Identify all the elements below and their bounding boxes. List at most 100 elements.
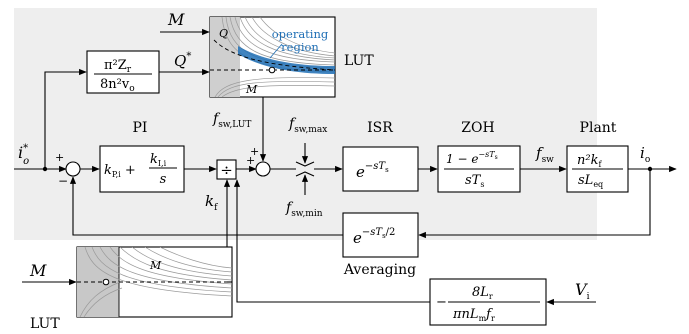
input-vi-sub: i — [587, 292, 590, 302]
averaging-expr: e — [353, 229, 362, 247]
plant-num-sub: f — [598, 160, 602, 169]
signal-fsw-sub: sw — [542, 155, 555, 165]
input-io-star: i — [18, 143, 23, 162]
rate-limiter-symbol — [295, 161, 315, 177]
gain-q-num-sub: r — [127, 65, 132, 75]
gain-kf-den: πnL — [452, 307, 479, 322]
plant-num: n²k — [577, 153, 599, 168]
pi-kp-sub: P,i — [112, 170, 121, 179]
gain-q-num: π²Z — [104, 58, 127, 73]
svg-text:kP,i +: kP,i + — [104, 163, 136, 179]
summer-2-plus-top: + — [250, 145, 259, 158]
signal-fsw-min: f — [285, 200, 294, 216]
svg-text:8Lr: 8Lr — [472, 285, 493, 301]
svg-text:kf: kf — [205, 192, 218, 213]
signal-io: i — [640, 144, 645, 162]
zoh-num-sup-sub: s — [495, 154, 498, 161]
lut-top-title: LUT — [344, 53, 374, 69]
summer-1-minus: − — [58, 174, 68, 188]
zoh-den: sT — [465, 173, 482, 188]
svg-text:Q*: Q* — [174, 51, 191, 70]
lut-top-region-label-2: region — [281, 40, 319, 54]
isr-expr-sup: −sT — [365, 161, 387, 172]
gain-kf-den-sub2: r — [491, 314, 495, 323]
svg-text:fsw,min: fsw,min — [285, 200, 323, 219]
gain-q-den-sub: o — [129, 84, 134, 94]
svg-text:e−sTs/2: e−sTs/2 — [353, 227, 395, 247]
divider-symbol: ÷ — [220, 161, 233, 179]
svg-text:kI,i: kI,i — [150, 152, 167, 168]
pi-den: s — [160, 172, 167, 187]
isr-title: ISR — [367, 120, 393, 136]
svg-text:πnLmfr: πnLmfr — [452, 307, 495, 323]
svg-text:i*o: i* o — [18, 143, 29, 167]
plant-block: Plant n²kf sLeq — [566, 120, 629, 193]
signal-fsw-max: f — [288, 116, 297, 132]
pi-ki-sub: I,i — [158, 159, 167, 168]
zoh-num-sup: −sT — [478, 150, 495, 159]
signal-q-star: Q — [174, 52, 186, 70]
signal-fsw-min-sub: sw,min — [291, 209, 323, 219]
pi-title: PI — [133, 120, 148, 136]
gain-kf-block: − 8Lr πnLmfr — [429, 278, 547, 326]
zoh-block: ZOH 1 − e−sTs sTs — [437, 120, 521, 193]
svg-text:fsw,max: fsw,max — [288, 116, 327, 135]
input-io-star-sup: * — [23, 143, 28, 154]
lut-top-m-label: M — [245, 83, 258, 96]
lut-bottom: M LUT — [30, 246, 233, 332]
divider-block: ÷ — [216, 159, 237, 180]
svg-text:1 − e−sTs: 1 − e−sTs — [446, 150, 498, 166]
signal-io-sub: o — [645, 155, 650, 165]
isr-block: ISR e−sTs — [342, 120, 419, 192]
signal-fsw-max-sub: sw,max — [294, 125, 327, 135]
gain-kf-num-sub: r — [489, 292, 493, 301]
lut-top: operating region Q M LUT — [209, 16, 374, 98]
gain-kf-den-tail: f — [485, 307, 493, 322]
signal-fsw: f — [535, 144, 544, 162]
signal-fsw-lut: f — [212, 111, 221, 127]
lut-top-region-label-1: operating — [272, 27, 329, 41]
plant-den: sL — [578, 173, 593, 188]
plant-den-sub: eq — [593, 180, 603, 189]
averaging-expr-sup: −sT — [362, 227, 384, 238]
svg-text:n²kf: n²kf — [577, 153, 602, 169]
svg-text:sLeq: sLeq — [578, 173, 603, 189]
averaging-title: Averaging — [343, 262, 416, 278]
plant-title: Plant — [580, 120, 617, 136]
isr-expr: e — [356, 163, 365, 181]
svg-text:sTs: sTs — [465, 173, 484, 189]
gain-kf-num: 8L — [472, 285, 489, 300]
signal-q-star-sup: * — [186, 51, 191, 62]
lut-bottom-m-label: M — [149, 259, 162, 272]
averaging-block: e−sTs/2 Averaging — [342, 212, 419, 278]
signal-kf: k — [205, 192, 214, 210]
summer-1-plus: + — [55, 151, 64, 164]
lut-top-q-label: Q — [219, 27, 228, 40]
lut-bottom-title: LUT — [30, 316, 60, 332]
input-io-star-sub: o — [23, 156, 29, 167]
summer-2-plus-left: + — [246, 154, 255, 167]
svg-text:fsw,LUT: fsw,LUT — [212, 111, 251, 130]
isr-expr-sup-sub: s — [385, 166, 389, 174]
signal-fsw-lut-sub: sw,LUT — [218, 120, 251, 130]
gain-q-den: 8n²v — [100, 77, 130, 92]
zoh-num: 1 − e — [446, 152, 478, 166]
gain-kf-den-sub1: m — [479, 314, 487, 323]
pi-kp: k — [104, 163, 112, 178]
summer-2: + + — [246, 145, 271, 177]
svg-text:io: io — [640, 144, 650, 165]
svg-text:8n²vo: 8n²vo — [100, 77, 135, 94]
pi-ki: k — [150, 152, 158, 167]
input-vi: V — [575, 280, 588, 299]
svg-text:Vi: Vi — [575, 280, 590, 302]
input-m-top: M — [167, 10, 185, 29]
averaging-expr-sup-sub: s — [382, 232, 386, 240]
gain-q-block: π²Zr 8n²vo — [86, 50, 160, 94]
svg-text:π²Zr: π²Zr — [104, 58, 132, 75]
zoh-den-sub: s — [480, 180, 484, 189]
gain-kf-sign: − — [436, 295, 447, 310]
svg-text:fsw: fsw — [535, 144, 554, 165]
zoh-title: ZOH — [461, 120, 494, 136]
svg-text:e−sTs: e−sTs — [356, 161, 389, 181]
